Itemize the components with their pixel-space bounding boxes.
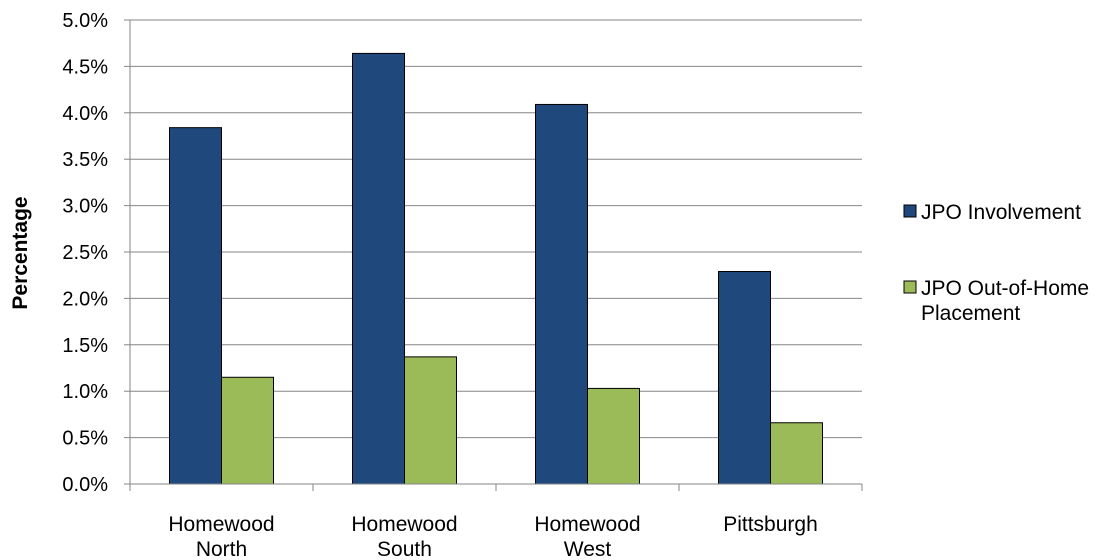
axis-labels: 0.0% 0.5% 1.0% 1.5% 2.0% 2.5% 3.0% 3.5% 4.0% 4.5%… [62,10,817,560]
y-tick-label: 4.0% [62,103,108,125]
y-tick-label: 1.5% [62,335,108,357]
bar-jpo-involvement [169,127,222,485]
y-tick-label: 5.0% [62,10,108,32]
y-tick-label: 0.0% [62,474,108,496]
x-category-label: Homewood South [351,513,457,560]
y-tick-label: 2.0% [62,288,108,310]
x-category-label: Homewood West [534,513,640,560]
legend-swatch [903,204,917,218]
y-tick-label: 3.0% [62,196,108,218]
bar-jpo-involvement [352,52,405,485]
y-tick-label: 3.5% [62,149,108,171]
bar-jpo-involvement [535,103,588,485]
bar-jpo-out-of-home-placement [221,376,274,485]
bar-jpo-out-of-home-placement [404,356,457,485]
y-tick-label: 4.5% [62,56,108,78]
legend: JPO Involvement JPO Out-of-Home Placement [903,201,1089,325]
bar-jpo-out-of-home-placement [770,422,823,485]
legend-swatch [903,280,917,294]
legend-label: JPO Involvement [921,201,1081,224]
x-category-label: Pittsburgh [723,513,818,536]
bars [169,52,823,485]
legend-label: JPO Out-of-Home Placement [921,277,1089,325]
y-tick-label: 1.0% [62,381,108,403]
axes [124,19,863,491]
y-axis-title: Percentage [9,196,32,309]
bar-jpo-involvement [718,270,771,485]
y-tick-label: 0.5% [62,428,108,450]
y-tick-label: 2.5% [62,242,108,264]
x-category-label: Homewood North [168,513,274,560]
bar-jpo-out-of-home-placement [587,387,640,485]
